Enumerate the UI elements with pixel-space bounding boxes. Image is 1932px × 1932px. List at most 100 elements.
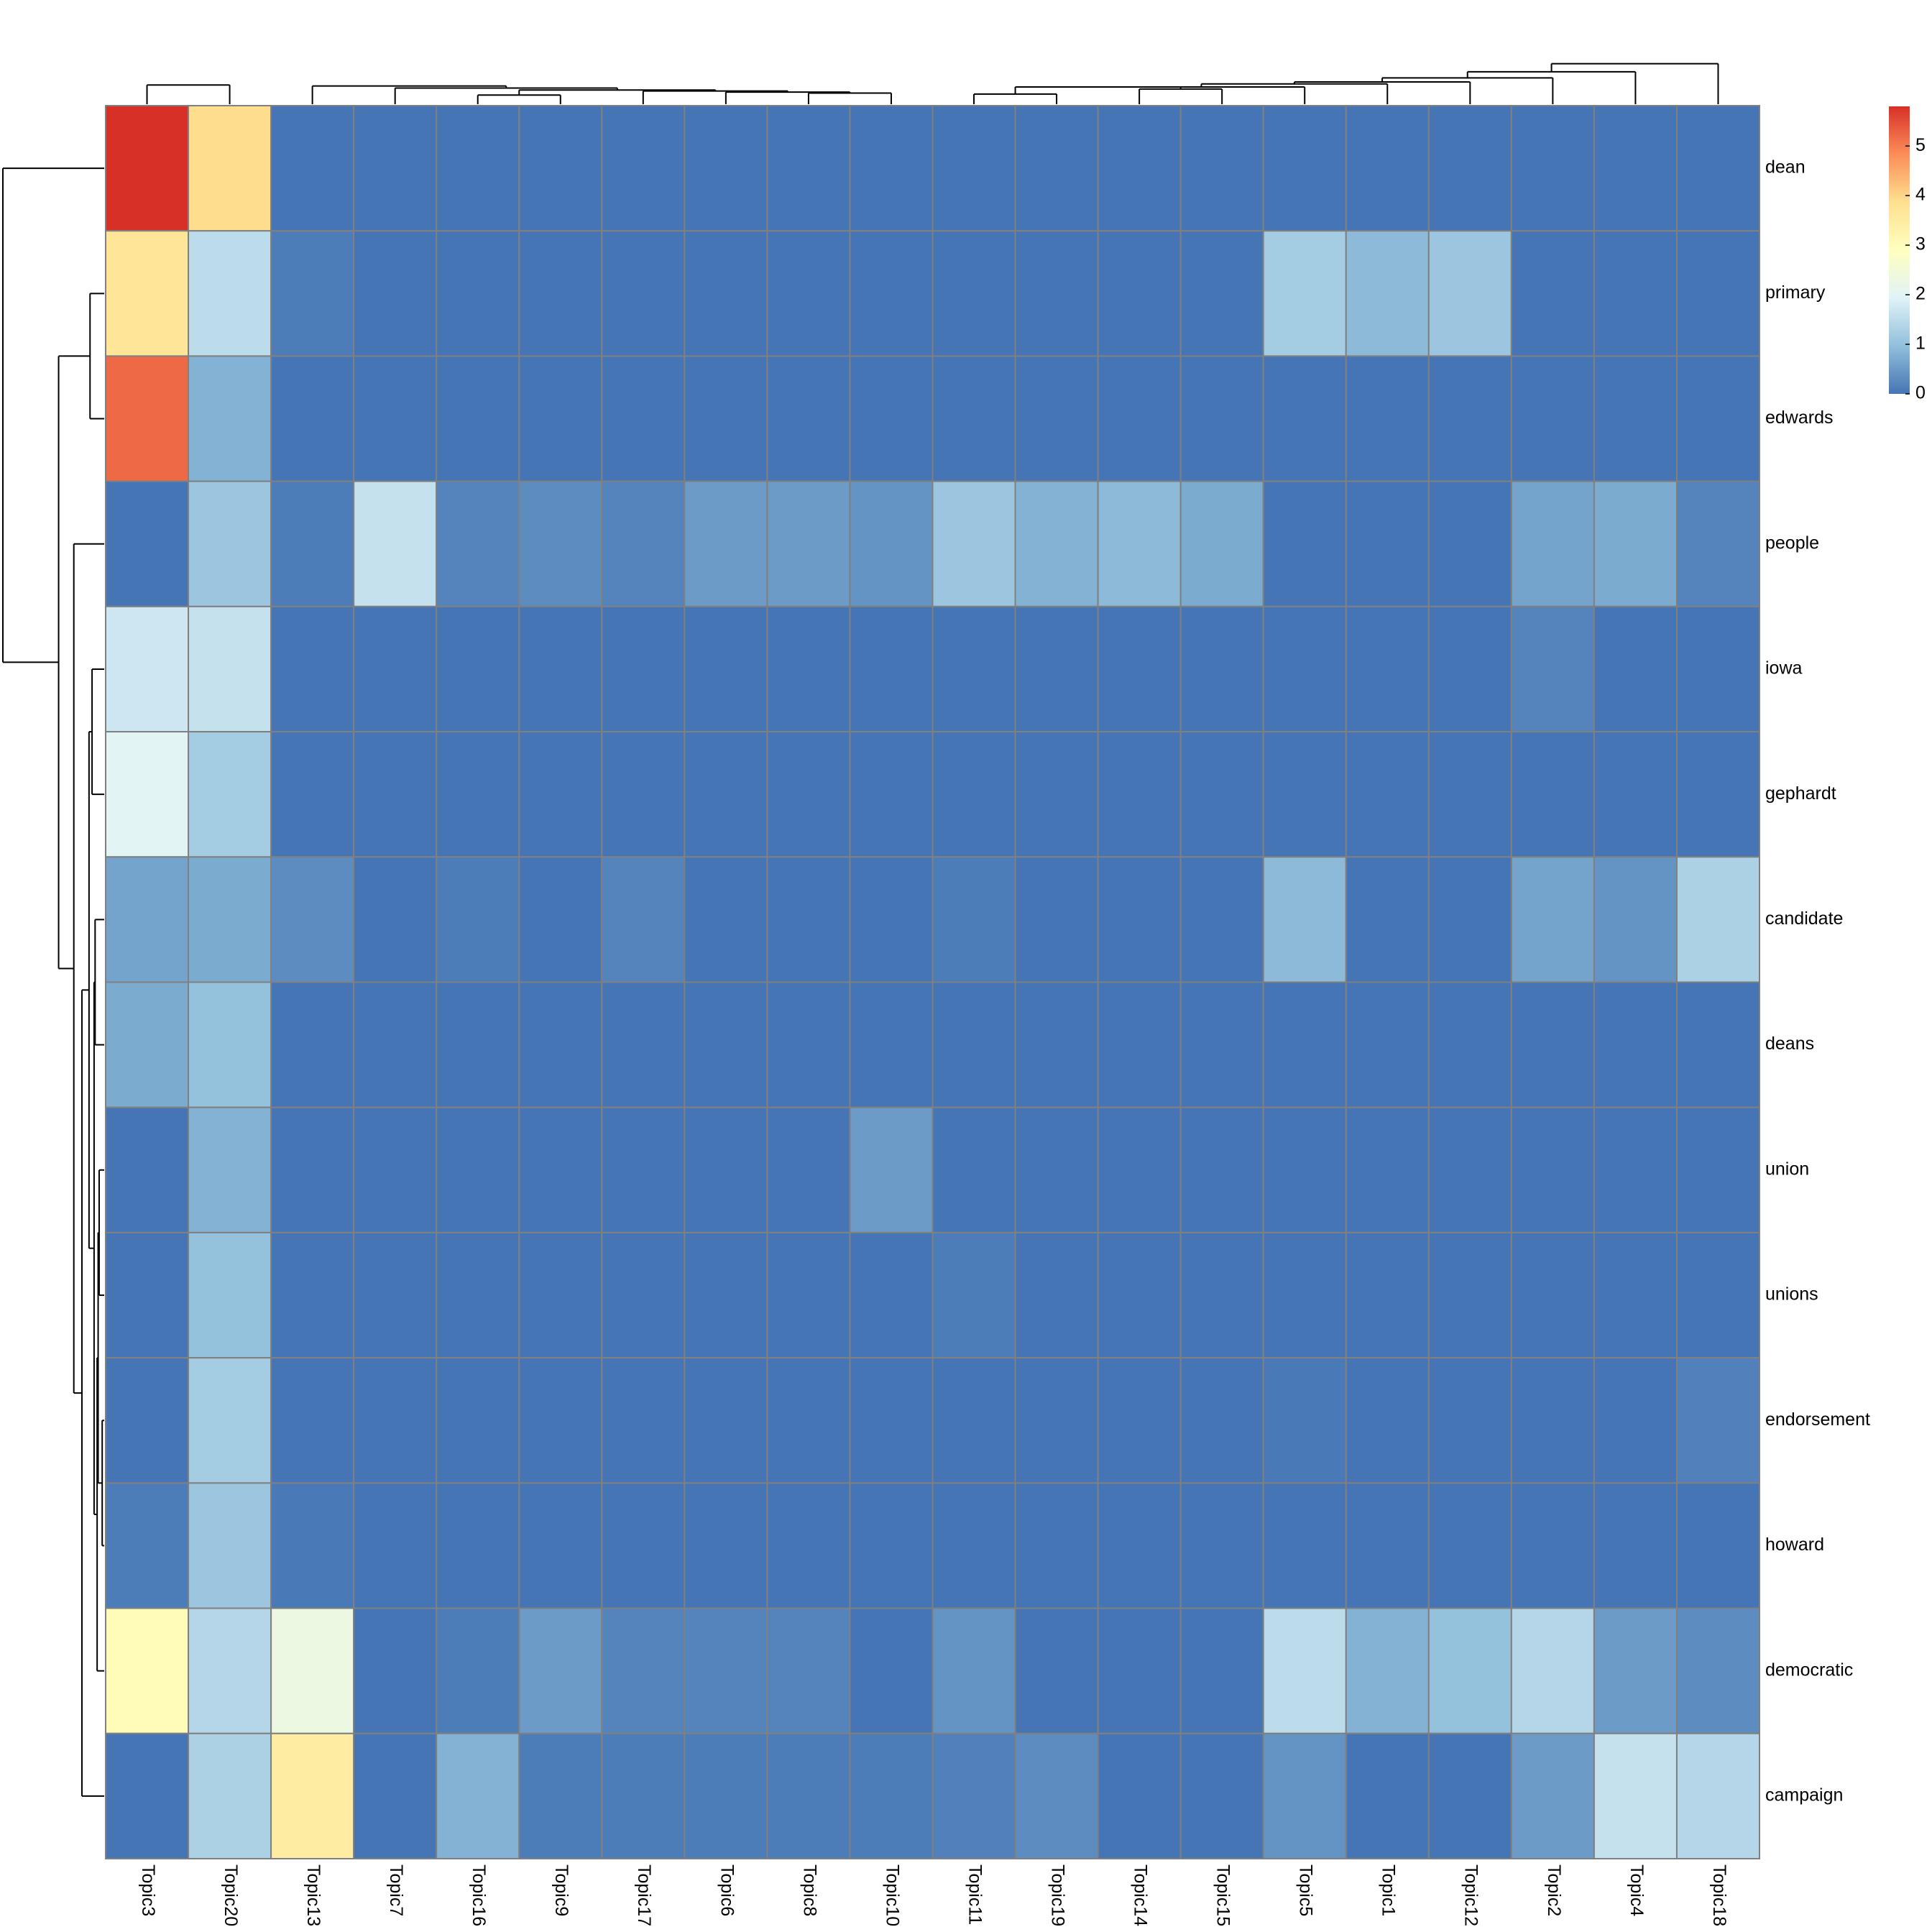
cell-people-Topic10 <box>849 480 934 607</box>
cell-campaign-Topic14 <box>1097 1732 1182 1859</box>
cell-unions-Topic12 <box>1427 1231 1512 1359</box>
cell-gephardt-Topic14 <box>1097 731 1182 858</box>
cell-primary-Topic17 <box>601 230 686 357</box>
cell-unions-Topic11 <box>932 1231 1016 1359</box>
cell-howard-Topic6 <box>684 1482 768 1609</box>
cell-campaign-Topic5 <box>1262 1732 1347 1859</box>
cell-people-Topic3 <box>105 480 190 607</box>
cell-democratic-Topic20 <box>188 1607 272 1734</box>
cell-dean-Topic14 <box>1097 105 1182 232</box>
cell-dean-Topic9 <box>518 105 603 232</box>
cell-primary-Topic18 <box>1675 230 1760 357</box>
cell-candidate-Topic20 <box>188 856 272 983</box>
cell-dean-Topic13 <box>270 105 355 232</box>
cell-primary-Topic11 <box>932 230 1016 357</box>
cell-deans-Topic10 <box>849 981 934 1108</box>
cell-primary-Topic5 <box>1262 230 1347 357</box>
column-label-Topic4: Topic4 <box>1627 1864 1647 1916</box>
cell-campaign-Topic19 <box>1014 1732 1099 1859</box>
cell-unions-Topic18 <box>1675 1231 1760 1359</box>
heatmap-cells <box>105 105 1760 1859</box>
cell-people-Topic6 <box>684 480 768 607</box>
cell-dean-Topic20 <box>188 105 272 232</box>
cell-howard-Topic17 <box>601 1482 686 1609</box>
cell-deans-Topic11 <box>932 981 1016 1108</box>
cell-gephardt-Topic17 <box>601 731 686 858</box>
cell-people-Topic13 <box>270 480 355 607</box>
cell-gephardt-Topic15 <box>1179 731 1264 858</box>
cell-primary-Topic2 <box>1510 230 1595 357</box>
cell-campaign-Topic20 <box>188 1732 272 1859</box>
cell-union-Topic3 <box>105 1106 190 1233</box>
cell-dean-Topic2 <box>1510 105 1595 232</box>
cell-iowa-Topic10 <box>849 605 934 733</box>
cell-people-Topic2 <box>1510 480 1595 607</box>
cell-iowa-Topic20 <box>188 605 272 733</box>
cell-edwards-Topic19 <box>1014 355 1099 482</box>
cell-campaign-Topic16 <box>436 1732 520 1859</box>
cell-deans-Topic15 <box>1179 981 1264 1108</box>
cell-gephardt-Topic4 <box>1593 731 1678 858</box>
cell-dean-Topic6 <box>684 105 768 232</box>
row-label-democratic: democratic <box>1765 1660 1853 1680</box>
cell-democratic-Topic8 <box>766 1607 851 1734</box>
cell-dean-Topic7 <box>353 105 438 232</box>
cell-endorsement-Topic19 <box>1014 1357 1099 1484</box>
cell-iowa-Topic8 <box>766 605 851 733</box>
cell-democratic-Topic5 <box>1262 1607 1347 1734</box>
cell-candidate-Topic17 <box>601 856 686 983</box>
cell-campaign-Topic4 <box>1593 1732 1678 1859</box>
cell-iowa-Topic1 <box>1345 605 1430 733</box>
cell-primary-Topic10 <box>849 230 934 357</box>
cell-edwards-Topic7 <box>353 355 438 482</box>
cell-unions-Topic3 <box>105 1231 190 1359</box>
cell-union-Topic16 <box>436 1106 520 1233</box>
cell-union-Topic7 <box>353 1106 438 1233</box>
cell-union-Topic13 <box>270 1106 355 1233</box>
cell-dean-Topic3 <box>105 105 190 232</box>
cell-democratic-Topic11 <box>932 1607 1016 1734</box>
cell-gephardt-Topic10 <box>849 731 934 858</box>
cell-edwards-Topic8 <box>766 355 851 482</box>
cell-candidate-Topic3 <box>105 856 190 983</box>
row-label-edwards: edwards <box>1765 408 1834 428</box>
cell-dean-Topic1 <box>1345 105 1430 232</box>
row-label-primary: primary <box>1765 282 1826 303</box>
cell-endorsement-Topic12 <box>1427 1357 1512 1484</box>
cell-dean-Topic18 <box>1675 105 1760 232</box>
cell-people-Topic19 <box>1014 480 1099 607</box>
row-label-union: union <box>1765 1159 1809 1179</box>
cell-gephardt-Topic13 <box>270 731 355 858</box>
cell-people-Topic12 <box>1427 480 1512 607</box>
cell-edwards-Topic5 <box>1262 355 1347 482</box>
column-label-Topic7: Topic7 <box>386 1864 406 1916</box>
cell-deans-Topic16 <box>436 981 520 1108</box>
cell-campaign-Topic9 <box>518 1732 603 1859</box>
cell-unions-Topic4 <box>1593 1231 1678 1359</box>
row-label-deans: deans <box>1765 1034 1814 1054</box>
cell-edwards-Topic2 <box>1510 355 1595 482</box>
cell-primary-Topic12 <box>1427 230 1512 357</box>
cell-people-Topic5 <box>1262 480 1347 607</box>
cell-iowa-Topic5 <box>1262 605 1347 733</box>
cell-gephardt-Topic9 <box>518 731 603 858</box>
cell-campaign-Topic1 <box>1345 1732 1430 1859</box>
cell-gephardt-Topic2 <box>1510 731 1595 858</box>
cell-howard-Topic13 <box>270 1482 355 1609</box>
cell-primary-Topic7 <box>353 230 438 357</box>
cell-campaign-Topic17 <box>601 1732 686 1859</box>
cell-candidate-Topic19 <box>1014 856 1099 983</box>
cell-gephardt-Topic3 <box>105 731 190 858</box>
cell-gephardt-Topic1 <box>1345 731 1430 858</box>
cell-democratic-Topic15 <box>1179 1607 1264 1734</box>
cell-union-Topic14 <box>1097 1106 1182 1233</box>
cell-democratic-Topic16 <box>436 1607 520 1734</box>
cell-edwards-Topic10 <box>849 355 934 482</box>
cell-edwards-Topic4 <box>1593 355 1678 482</box>
cell-iowa-Topic9 <box>518 605 603 733</box>
column-label-Topic19: Topic19 <box>1047 1864 1067 1926</box>
cell-campaign-Topic11 <box>932 1732 1016 1859</box>
cell-union-Topic20 <box>188 1106 272 1233</box>
cell-gephardt-Topic19 <box>1014 731 1099 858</box>
cell-iowa-Topic14 <box>1097 605 1182 733</box>
